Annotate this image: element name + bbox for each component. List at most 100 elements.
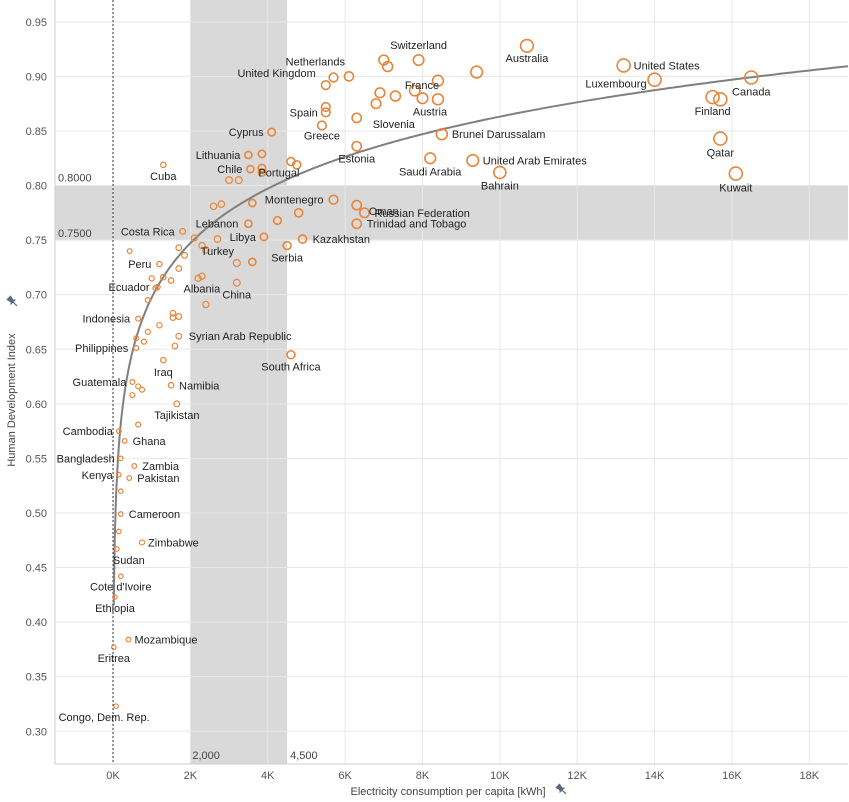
- y-tick-label: 0.70: [26, 290, 47, 302]
- data-point: [519, 38, 535, 53]
- data-point: [247, 257, 257, 267]
- y-axis-ticks: 0.30 0.35 0.40 0.45 0.50 0.55 0.60 0.65 0.70 0.75…: [26, 17, 47, 738]
- data-point: [135, 421, 142, 428]
- data-point: [705, 89, 720, 105]
- data-point: [160, 356, 167, 364]
- data-point: [171, 342, 179, 350]
- data-point: [424, 152, 437, 165]
- data-point: [374, 87, 386, 99]
- x-tick-label: 14K: [645, 770, 665, 782]
- data-point: [217, 200, 226, 208]
- data-point: [272, 215, 283, 226]
- data-point: [135, 315, 142, 322]
- point-label: United Kingdom: [237, 68, 315, 80]
- point-label: Austria: [413, 106, 448, 118]
- data-point: [156, 321, 163, 329]
- point-label: Montenegro: [265, 195, 324, 207]
- data-point: [257, 163, 267, 173]
- data-point: [244, 150, 253, 160]
- y-tick-label: 0.45: [26, 563, 47, 575]
- x-tick-label: 6K: [338, 770, 352, 782]
- point-label: Australia: [506, 53, 550, 65]
- point-label: Oman: [369, 206, 399, 218]
- data-point: [138, 539, 146, 546]
- trend-line: [112, 65, 849, 605]
- y-axis-title[interactable]: Human Development Index: [6, 333, 18, 467]
- data-point: [129, 379, 136, 385]
- y-axis-pin-icon[interactable]: [6, 295, 20, 309]
- data-point: [343, 71, 355, 82]
- y-tick-label: 0.90: [26, 71, 47, 83]
- data-point: [328, 72, 339, 83]
- y-tick-label: 0.50: [26, 508, 47, 520]
- data-point: [743, 70, 759, 85]
- data-point: [389, 90, 402, 102]
- data-point: [117, 488, 124, 495]
- y-tick-label: 0.35: [26, 672, 47, 684]
- data-point: [435, 127, 449, 141]
- data-point: [267, 127, 277, 137]
- data-point: [131, 463, 138, 470]
- point-label: Lebanon: [196, 219, 239, 231]
- data-point: [115, 428, 122, 434]
- y-band-from-label: 0.7500: [58, 228, 92, 240]
- data-point: [117, 455, 124, 462]
- data-point: [175, 265, 183, 272]
- data-point: [466, 153, 480, 168]
- data-point: [291, 159, 302, 170]
- point-label: Cambodia: [63, 426, 114, 438]
- x-axis-pin-icon[interactable]: [555, 783, 569, 797]
- data-point: [175, 313, 183, 320]
- data-point: [115, 528, 122, 535]
- data-point: [245, 164, 255, 174]
- point-label: Albania: [184, 284, 222, 296]
- point-label: Zambia: [142, 461, 180, 473]
- y-tick-label: 0.65: [26, 344, 47, 356]
- x-tick-label: 8K: [416, 770, 430, 782]
- point-labels: Australia Switzerland Netherlands France Uni…: [57, 40, 772, 724]
- data-point: [259, 232, 269, 242]
- point-label: South Africa: [261, 362, 321, 374]
- data-point: [167, 381, 175, 389]
- point-label: United Arab Emirates: [483, 155, 587, 167]
- data-point: [370, 98, 382, 110]
- data-point: [169, 309, 177, 317]
- x-band-to-label: 4,500: [290, 750, 318, 762]
- point-label: Cyprus: [229, 127, 264, 139]
- band-labels: 2,000 4,500 0.8000 0.7500: [58, 173, 318, 762]
- point-label: Guatemala: [73, 377, 128, 389]
- data-point: [179, 227, 187, 235]
- x-tick-label: 12K: [567, 770, 587, 782]
- data-point: [225, 176, 234, 185]
- point-label: Canada: [732, 86, 771, 98]
- data-point: [202, 300, 210, 309]
- point-label: Syrian Arab Republic: [189, 331, 292, 343]
- point-label: Saudi Arabia: [399, 166, 462, 178]
- point-label: Cuba: [150, 171, 177, 183]
- data-point: [244, 219, 253, 229]
- x-tick-label: 0K: [106, 770, 120, 782]
- point-label: Turkey: [201, 246, 235, 258]
- data-point: [138, 386, 146, 393]
- point-label: Namibia: [179, 380, 220, 392]
- point-label: Brunei Darussalam: [452, 129, 546, 141]
- x-band-from-label: 2,000: [192, 750, 220, 762]
- data-point: [297, 234, 308, 244]
- x-axis-title[interactable]: Electricity consumption per capita [kWh]: [350, 786, 545, 798]
- data-point: [232, 278, 241, 287]
- point-label: Philippines: [75, 343, 129, 355]
- point-label: Portugal: [258, 168, 299, 180]
- data-point: [351, 112, 363, 124]
- point-label: Ghana: [133, 436, 167, 448]
- point-label: Slovenia: [373, 119, 416, 131]
- data-point: [148, 275, 155, 282]
- data-point: [117, 511, 124, 517]
- data-point: [113, 703, 119, 709]
- y-tick-label: 0.30: [26, 726, 47, 738]
- point-label: Bangladesh: [57, 453, 115, 465]
- y-tick-label: 0.40: [26, 617, 47, 629]
- y-tick-label: 0.80: [26, 181, 47, 193]
- data-point: [160, 273, 167, 281]
- data-point: [129, 392, 136, 399]
